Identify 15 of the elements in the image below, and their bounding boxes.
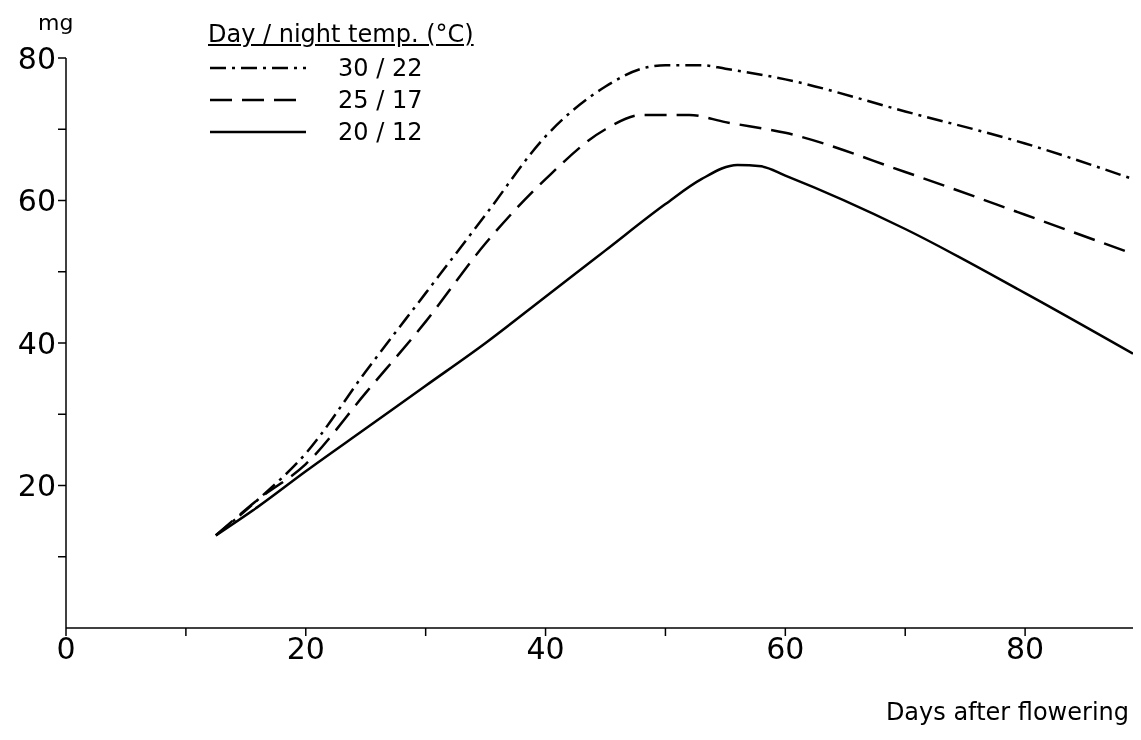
x-tick-label: 80 [1006, 631, 1045, 667]
x-tick-label: 0 [56, 631, 76, 667]
legend-title: Day / night temp. (°C) [208, 20, 474, 48]
y-tick-label: 20 [17, 468, 56, 504]
legend-label: 25 / 17 [338, 86, 423, 114]
x-axis-title: Days after flowering [885, 698, 1129, 726]
legend-label: 20 / 12 [338, 118, 423, 146]
legend-label: 30 / 22 [338, 54, 423, 82]
x-tick-label: 20 [286, 631, 325, 667]
y-tick-label: 80 [17, 40, 56, 76]
y-tick-label: 60 [17, 183, 56, 219]
y-tick-label: 40 [17, 325, 56, 361]
x-tick-label: 60 [766, 631, 805, 667]
y-axis-title: mg [38, 10, 74, 35]
x-tick-label: 40 [526, 631, 565, 667]
